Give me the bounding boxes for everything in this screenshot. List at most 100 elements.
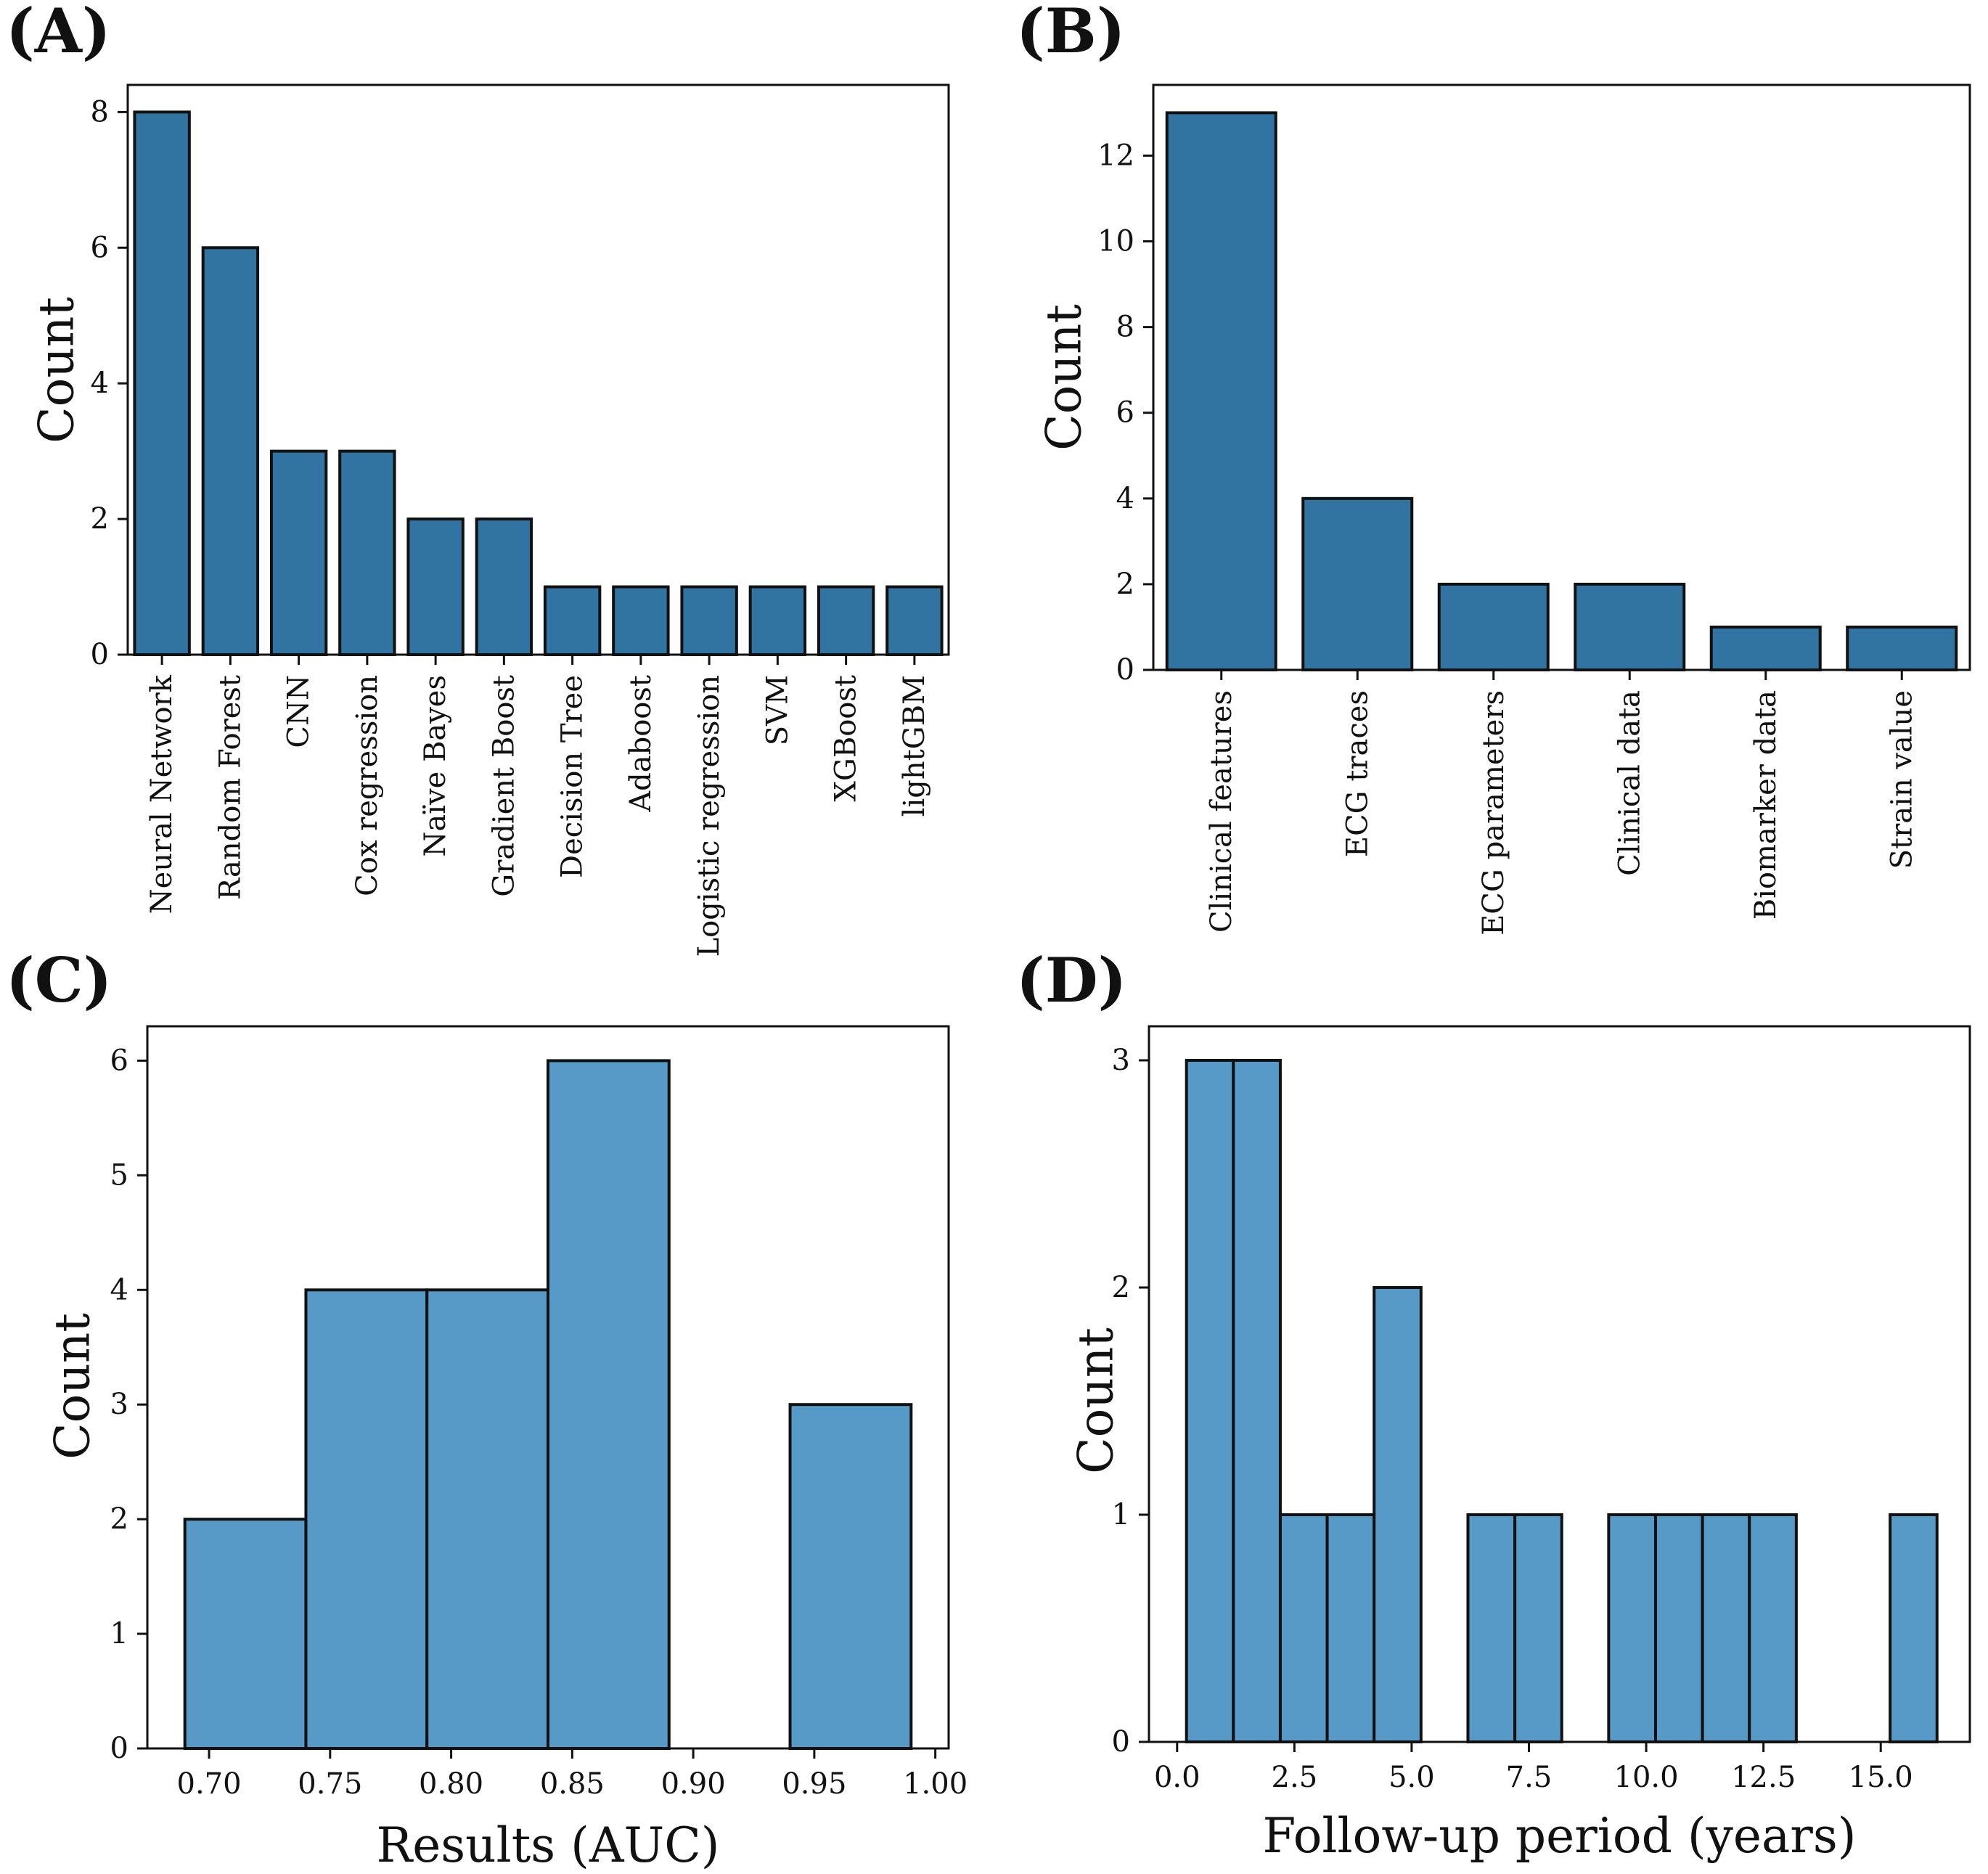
x-tick-label: 0.95 [782, 1767, 846, 1801]
axes-frame [146, 1025, 950, 1750]
y-tick-label: 2 [110, 1502, 128, 1536]
x-tick-label: SVM [761, 675, 794, 745]
histogram-bar [425, 1288, 549, 1751]
x-tick-label: 0.85 [540, 1767, 605, 1801]
histogram-bar [788, 1403, 913, 1750]
x-axis-label: Results (AUC) [377, 1817, 720, 1873]
histogram-bar [1513, 1513, 1563, 1743]
y-tick-label: 4 [91, 367, 109, 400]
panel-label: (C) [6, 944, 112, 1016]
histogram-bar [1466, 1513, 1517, 1743]
y-tick-label: 3 [1112, 1044, 1130, 1077]
x-axis-label: Follow-up period (years) [1263, 1808, 1857, 1864]
y-tick-label: 4 [1116, 482, 1134, 515]
x-tick-label: Clinical data [1613, 690, 1646, 876]
histogram-bar [1607, 1513, 1657, 1743]
y-tick-label: 0 [1116, 653, 1134, 687]
x-tick-label: Random Forest [213, 675, 247, 900]
histogram-bar [1701, 1513, 1751, 1743]
bar [133, 110, 191, 656]
y-tick-label: 2 [91, 502, 109, 536]
x-tick-label: 0.80 [419, 1767, 483, 1801]
bar [338, 449, 396, 657]
bar [680, 585, 738, 656]
y-tick-label: 6 [1116, 396, 1134, 430]
histogram-bar [1889, 1513, 1939, 1743]
x-tick-label: 0.70 [177, 1767, 242, 1801]
bar [269, 449, 328, 657]
histogram-bar [183, 1518, 308, 1750]
y-axis-label: Count [29, 297, 85, 443]
histogram-bar [1232, 1058, 1282, 1743]
y-tick-label: 4 [110, 1273, 128, 1306]
y-tick-label: 0 [91, 638, 109, 671]
x-tick-label: 15.0 [1849, 1761, 1913, 1794]
y-tick-label: 1 [1112, 1498, 1130, 1531]
x-tick-label: Naïve Bayes [419, 675, 452, 857]
x-tick-label: ECG parameters [1477, 690, 1510, 936]
histogram-bar [1185, 1058, 1235, 1743]
bar [406, 517, 465, 656]
bar [201, 246, 260, 656]
bar [1301, 496, 1414, 671]
chart-panel-a: (A) Neural Network Random Forest CNN Cox reg… [6, 0, 950, 957]
histogram-bar [1373, 1285, 1423, 1743]
x-tick-label: Strain value [1885, 690, 1918, 869]
panel-label: (B) [1016, 0, 1126, 67]
bar [475, 517, 533, 656]
x-tick-label: 2.5 [1272, 1761, 1318, 1794]
axes-frame [126, 83, 950, 656]
axes-frame [1148, 1025, 1971, 1743]
histogram-bar [304, 1288, 429, 1751]
y-tick-label: 2 [1112, 1271, 1130, 1304]
x-tick-label: Gradient Boost [487, 675, 520, 897]
x-tick-label: 12.5 [1731, 1761, 1796, 1794]
bar [1846, 625, 1958, 672]
bar [612, 585, 670, 656]
x-tick-label: 0.75 [298, 1767, 362, 1801]
bar [748, 585, 807, 656]
histogram-bar [1278, 1513, 1329, 1743]
y-tick-label: 1 [110, 1617, 128, 1650]
bar [1437, 582, 1550, 672]
y-tick-label: 12 [1097, 139, 1134, 172]
histogram-bar [1653, 1513, 1704, 1743]
histogram-bar [1325, 1513, 1376, 1743]
histogram-bar [547, 1059, 671, 1750]
x-tick-label: 5.0 [1388, 1761, 1435, 1794]
bar [543, 585, 602, 656]
bar [817, 585, 875, 656]
x-tick-label: Biomarker data [1749, 690, 1783, 920]
x-tick-label: ECG traces [1341, 690, 1374, 857]
y-tick-label: 8 [91, 95, 109, 128]
chart-panel-d: (D) 0.0 2.5 5.0 7.5 10.0 12.5 15.0 Follow-up per… [1016, 944, 1971, 1864]
x-tick-label: Cox regression [351, 675, 384, 896]
x-tick-label: 10.0 [1614, 1761, 1679, 1794]
x-tick-label: 0.0 [1154, 1761, 1200, 1794]
x-tick-label: Clinical features [1205, 690, 1238, 933]
y-tick-label: 6 [110, 1044, 128, 1077]
x-tick-label: Neural Network [145, 674, 179, 914]
x-tick-label: Logistic regression [692, 675, 726, 957]
x-tick-label: lightGBM [898, 675, 931, 817]
y-tick-label: 5 [110, 1158, 128, 1192]
y-tick-label: 2 [1116, 568, 1134, 601]
bar [1574, 582, 1686, 672]
y-tick-label: 0 [110, 1732, 128, 1765]
chart-panel-c: (C) 0.70 0.75 0.80 0.85 0.90 0.95 1.00 Results (… [6, 944, 968, 1873]
y-tick-label: 8 [1116, 311, 1134, 344]
y-axis-label: Count [1036, 304, 1092, 451]
x-tick-label: XGBoost [830, 675, 863, 802]
x-tick-label: Adaboost [624, 675, 658, 813]
x-tick-label: Decision Tree [556, 675, 589, 878]
y-axis-label: Count [45, 1313, 101, 1460]
x-tick-label: CNN [282, 675, 316, 748]
bar [885, 585, 944, 656]
x-tick-label: 1.00 [903, 1767, 968, 1801]
y-tick-label: 0 [1112, 1725, 1130, 1759]
y-tick-label: 10 [1097, 225, 1134, 258]
y-tick-label: 3 [110, 1388, 128, 1421]
x-tick-label: 0.90 [661, 1767, 726, 1801]
y-tick-label: 6 [91, 231, 109, 264]
